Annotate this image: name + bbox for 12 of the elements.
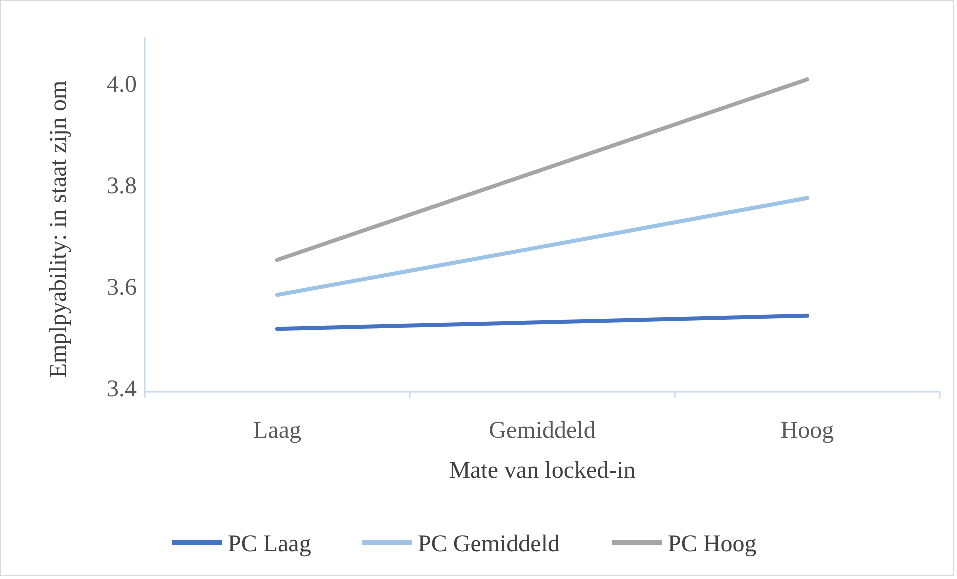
x-axis-title: Mate van locked-in <box>449 458 636 484</box>
legend-label: PC Hoog <box>668 531 757 558</box>
y-tick-label: 3.8 <box>107 173 137 200</box>
x-tick-label: Hoog <box>780 418 834 444</box>
y-axis-title: Emplpyability: in staat zijn om <box>46 80 72 378</box>
y-tick-label: 4.0 <box>107 72 137 98</box>
y-tick-label: 3.6 <box>107 274 137 301</box>
legend-label: PC Laag <box>228 531 312 558</box>
y-tick-label: 3.4 <box>107 376 137 402</box>
legend-label: PC Gemiddeld <box>418 531 560 558</box>
x-tick-label: Laag <box>254 418 302 444</box>
x-tick-label: Gemiddeld <box>489 418 596 444</box>
